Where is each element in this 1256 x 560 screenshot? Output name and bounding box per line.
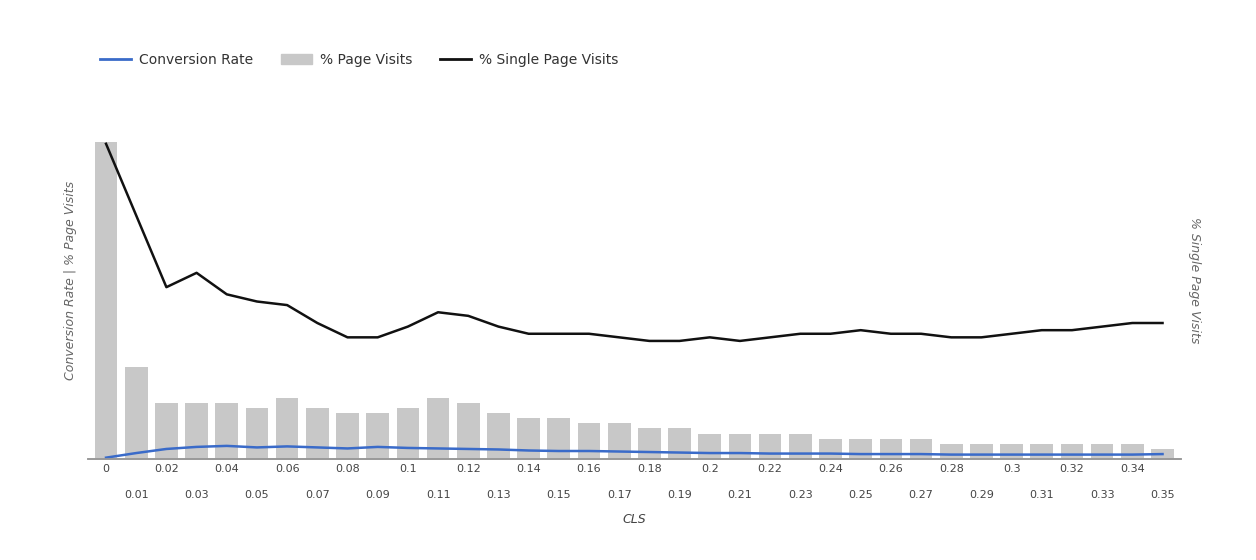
Bar bbox=[427, 398, 450, 459]
Text: 0.09: 0.09 bbox=[365, 490, 391, 500]
Text: 0.11: 0.11 bbox=[426, 490, 451, 500]
Bar bbox=[517, 418, 540, 459]
Bar bbox=[638, 428, 661, 459]
Bar bbox=[728, 433, 751, 459]
Bar bbox=[1122, 444, 1144, 459]
Y-axis label: % Single Page Visits: % Single Page Visits bbox=[1188, 217, 1202, 343]
Text: 0.03: 0.03 bbox=[185, 490, 208, 500]
Text: 0.05: 0.05 bbox=[245, 490, 269, 500]
Bar bbox=[879, 438, 902, 459]
Text: 0.33: 0.33 bbox=[1090, 490, 1114, 500]
Text: 0.23: 0.23 bbox=[788, 490, 813, 500]
Text: 0.17: 0.17 bbox=[607, 490, 632, 500]
Bar bbox=[1030, 444, 1053, 459]
Bar bbox=[487, 413, 510, 459]
Bar bbox=[457, 403, 480, 459]
Bar bbox=[124, 367, 147, 459]
Text: 0.25: 0.25 bbox=[848, 490, 873, 500]
Bar bbox=[1000, 444, 1022, 459]
Bar bbox=[306, 408, 329, 459]
Bar bbox=[578, 423, 600, 459]
Text: 0.15: 0.15 bbox=[546, 490, 571, 500]
Bar bbox=[970, 444, 992, 459]
Text: 0.13: 0.13 bbox=[486, 490, 511, 500]
Bar bbox=[819, 438, 842, 459]
Bar bbox=[216, 403, 239, 459]
Text: 0.01: 0.01 bbox=[124, 490, 148, 500]
Text: 0.29: 0.29 bbox=[968, 490, 993, 500]
Bar bbox=[154, 403, 177, 459]
Bar bbox=[759, 433, 781, 459]
X-axis label: CLS: CLS bbox=[623, 513, 646, 526]
Text: 0.07: 0.07 bbox=[305, 490, 330, 500]
Text: 0.27: 0.27 bbox=[908, 490, 933, 500]
Bar bbox=[1060, 444, 1083, 459]
Bar bbox=[337, 413, 359, 459]
Legend: Conversion Rate, % Page Visits, % Single Page Visits: Conversion Rate, % Page Visits, % Single… bbox=[95, 47, 624, 72]
Bar bbox=[246, 408, 269, 459]
Bar bbox=[186, 403, 208, 459]
Bar bbox=[668, 428, 691, 459]
Bar bbox=[1152, 449, 1174, 459]
Bar bbox=[276, 398, 299, 459]
Bar bbox=[548, 418, 570, 459]
Bar bbox=[94, 142, 117, 459]
Text: 0.31: 0.31 bbox=[1030, 490, 1054, 500]
Text: 0.21: 0.21 bbox=[727, 490, 752, 500]
Y-axis label: Conversion Rate | % Page Visits: Conversion Rate | % Page Visits bbox=[64, 180, 77, 380]
Bar bbox=[367, 413, 389, 459]
Bar bbox=[698, 433, 721, 459]
Text: 0.19: 0.19 bbox=[667, 490, 692, 500]
Bar bbox=[789, 433, 811, 459]
Bar bbox=[397, 408, 420, 459]
Bar bbox=[1091, 444, 1114, 459]
Bar bbox=[608, 423, 631, 459]
Bar bbox=[909, 438, 932, 459]
Text: 0.35: 0.35 bbox=[1150, 490, 1174, 500]
Bar bbox=[939, 444, 962, 459]
Bar bbox=[849, 438, 872, 459]
